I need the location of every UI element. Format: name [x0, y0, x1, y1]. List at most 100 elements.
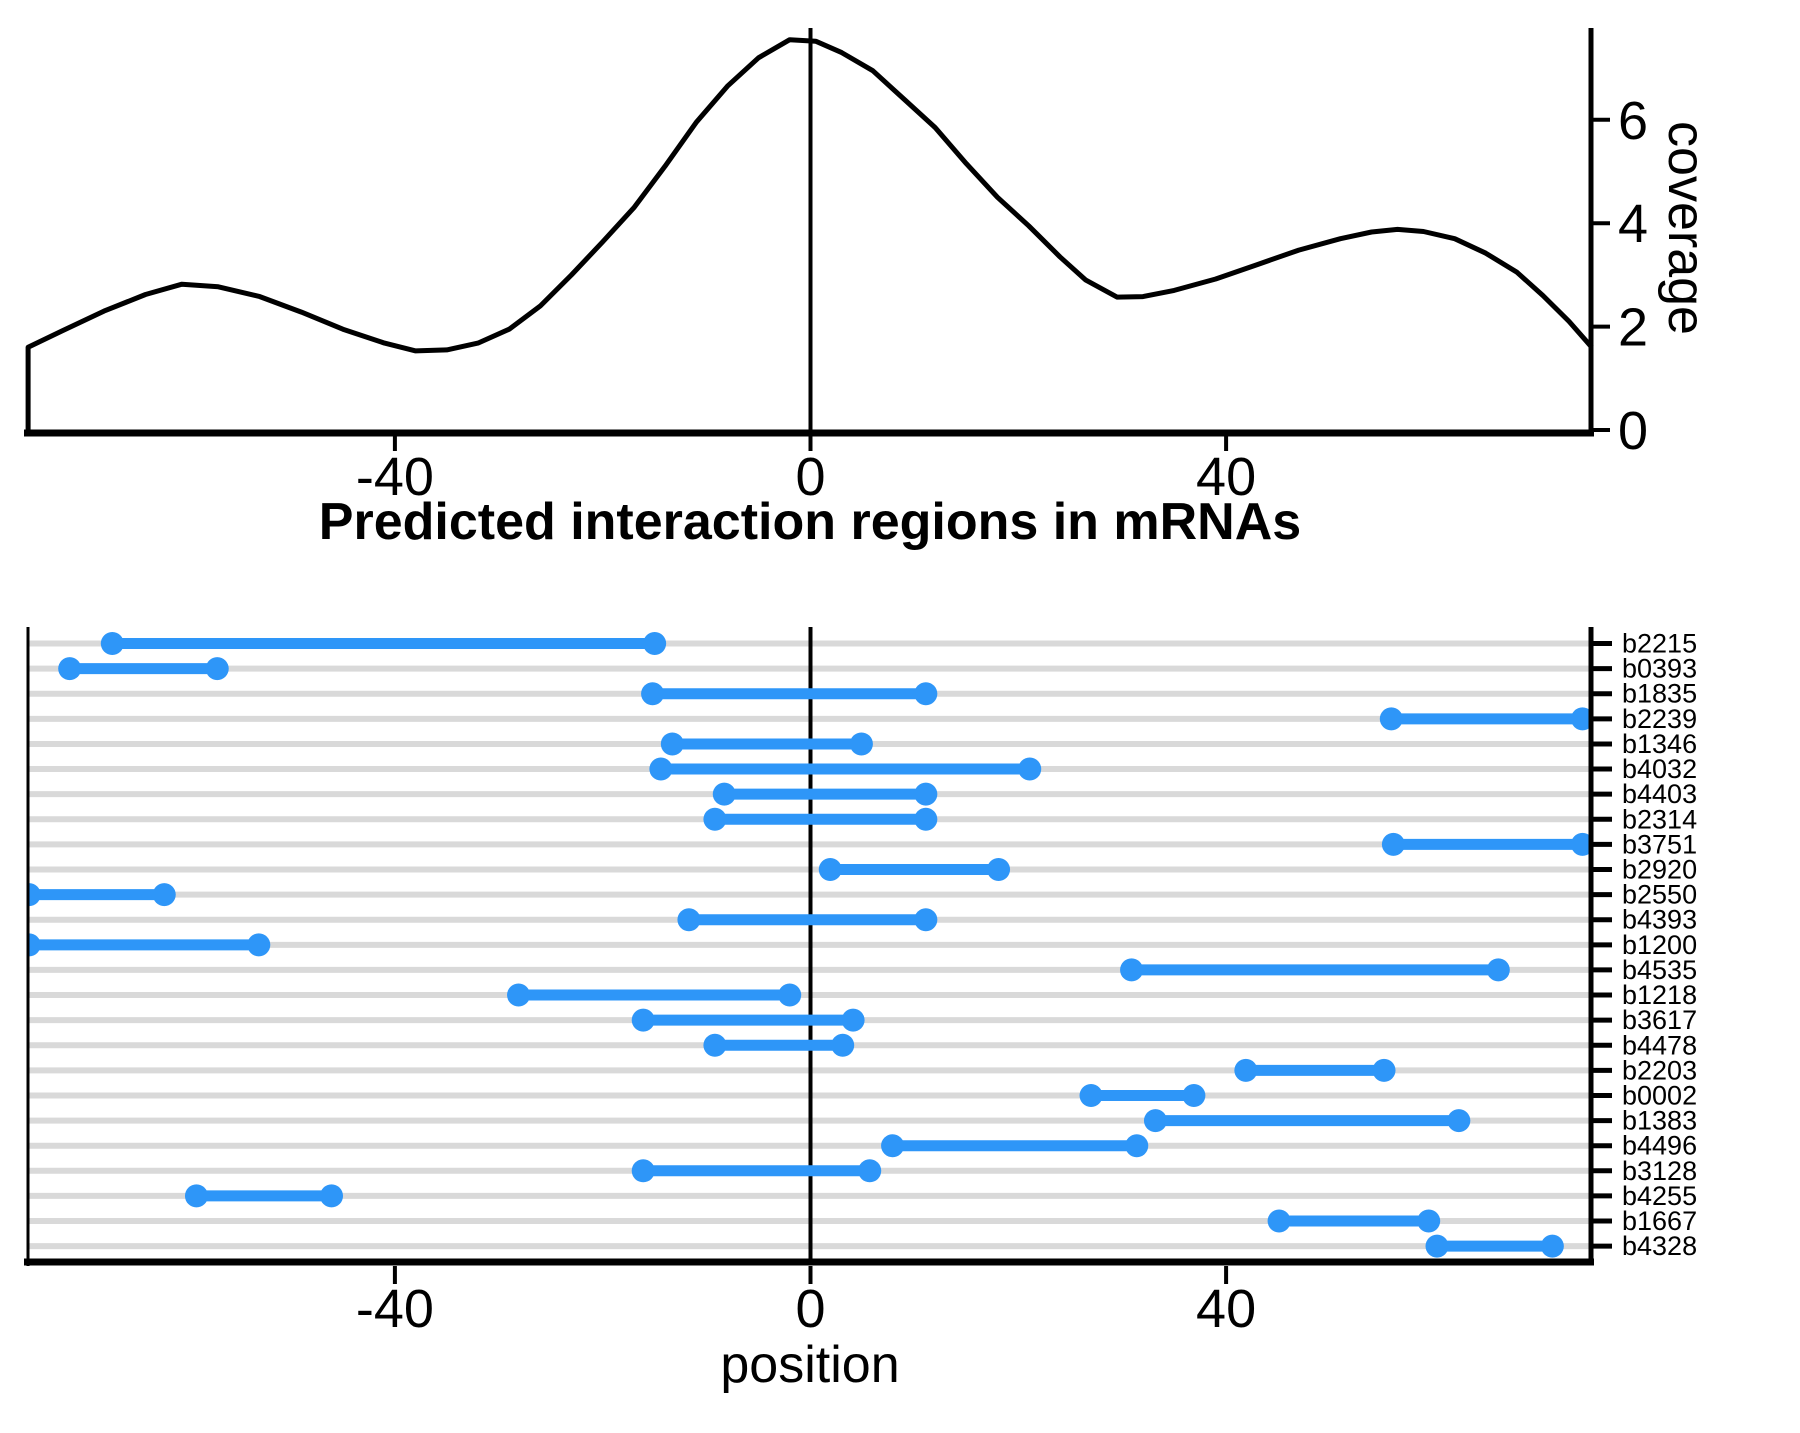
- segment-end-dot: [914, 782, 938, 806]
- bottom-x-tick-label: -40: [356, 1279, 434, 1339]
- top-x-tick-label: 0: [795, 447, 825, 507]
- segment-start-dot: [660, 732, 684, 756]
- segment-end-dot: [1372, 1058, 1396, 1082]
- gene-label: b3128: [1622, 1156, 1697, 1186]
- segment-end-dot: [247, 933, 271, 957]
- segment-start-dot: [881, 1134, 905, 1158]
- gene-label: b2239: [1622, 704, 1697, 734]
- segment-start-dot: [631, 1159, 655, 1183]
- gene-label: b1346: [1622, 729, 1697, 759]
- gene-label: b3751: [1622, 829, 1697, 859]
- coverage-tick-label: 2: [1618, 298, 1648, 358]
- segment-end-dot: [1417, 1209, 1441, 1233]
- segment-start-dot: [712, 782, 736, 806]
- y-axis-label-coverage: coverage: [1657, 121, 1715, 335]
- segment-b1346: [660, 732, 873, 756]
- segment-b2215: [100, 632, 667, 655]
- segment-start-dot: [1120, 958, 1144, 982]
- segment-b0002: [1079, 1083, 1206, 1107]
- segment-b2314: [703, 807, 938, 831]
- segment-b2203: [1234, 1058, 1396, 1082]
- segment-b3128: [631, 1159, 882, 1183]
- coverage-tick-label: 0: [1618, 401, 1648, 461]
- segment-b4403: [712, 782, 938, 806]
- segment-end-dot: [1447, 1109, 1471, 1133]
- gene-label: b4403: [1622, 779, 1697, 809]
- segment-start-dot: [1267, 1209, 1291, 1233]
- segment-start-dot: [1079, 1083, 1103, 1107]
- gene-label: b1383: [1622, 1106, 1697, 1136]
- segment-start-dot: [677, 908, 701, 932]
- segment-end-dot: [831, 1033, 855, 1057]
- coverage-density-curve: [25, 37, 1594, 430]
- gene-label: b2203: [1622, 1055, 1697, 1085]
- gene-label: b1218: [1622, 980, 1697, 1010]
- gene-label: b4393: [1622, 905, 1697, 935]
- gene-label: b3617: [1622, 1005, 1697, 1035]
- segment-end-dot: [320, 1184, 344, 1208]
- gene-label: b1667: [1622, 1206, 1697, 1236]
- segment-start-dot: [1381, 832, 1405, 856]
- segment-end-dot: [849, 732, 873, 756]
- segment-start-dot: [641, 682, 665, 706]
- segment-b1667: [1267, 1209, 1441, 1233]
- gene-label: b2215: [1622, 629, 1697, 659]
- chart-title: Predicted interaction regions in mRNAs: [318, 493, 1302, 551]
- coverage-tick-label: 6: [1618, 91, 1648, 151]
- segment-end-dot: [841, 1008, 865, 1032]
- gene-label: b4478: [1622, 1030, 1697, 1060]
- segment-end-dot: [914, 807, 938, 831]
- gene-label: b4328: [1622, 1231, 1697, 1261]
- segment-start-dot: [100, 632, 124, 655]
- gene-label: b2920: [1622, 854, 1697, 884]
- segment-start-dot: [507, 983, 531, 1007]
- segment-b2239: [1379, 707, 1591, 731]
- gene-label: b0002: [1622, 1080, 1697, 1110]
- segment-end-dot: [1486, 958, 1510, 982]
- gene-label: b0393: [1622, 654, 1697, 684]
- segment-end-dot: [987, 857, 1011, 881]
- segment-start-dot: [1425, 1234, 1449, 1258]
- segment-start-dot: [649, 757, 673, 781]
- segment-start-dot: [1379, 707, 1403, 731]
- gene-label: b2550: [1622, 880, 1697, 910]
- segment-end-dot: [858, 1159, 882, 1183]
- segment-start-dot: [28, 933, 41, 957]
- coverage-tick-label: 4: [1618, 194, 1648, 254]
- segment-b4255: [184, 1184, 344, 1208]
- x-axis-label: position: [720, 1336, 900, 1394]
- segment-end-dot: [205, 657, 229, 681]
- segment-end-dot: [914, 682, 938, 706]
- segment-end-dot: [1018, 757, 1042, 781]
- segment-end-dot: [1540, 1234, 1564, 1258]
- segment-start-dot: [818, 857, 842, 881]
- gene-label: b4496: [1622, 1131, 1697, 1161]
- segment-end-dot: [778, 983, 802, 1007]
- gene-label: b4535: [1622, 955, 1697, 985]
- bottom-x-tick-label: 40: [1196, 1279, 1256, 1339]
- segment-end-dot: [643, 632, 667, 655]
- bottom-x-tick-label: 0: [795, 1279, 825, 1339]
- segment-b4535: [1120, 958, 1510, 982]
- gene-label: b1200: [1622, 930, 1697, 960]
- segment-start-dot: [703, 807, 727, 831]
- segment-b4478: [703, 1033, 855, 1057]
- gene-label: b4255: [1622, 1181, 1697, 1211]
- segment-b2920: [818, 857, 1011, 881]
- segment-end-dot: [914, 908, 938, 932]
- segment-b2550: [28, 883, 176, 907]
- segment-end-dot: [1570, 707, 1591, 731]
- gene-label: b2314: [1622, 804, 1697, 834]
- segment-end-dot: [1182, 1083, 1206, 1107]
- segment-b1383: [1143, 1109, 1471, 1133]
- segment-b4496: [881, 1134, 1149, 1158]
- segment-b1218: [507, 983, 802, 1007]
- segment-end-dot: [152, 883, 176, 907]
- top-x-tick-label: 40: [1196, 447, 1256, 507]
- gene-label: b4032: [1622, 754, 1697, 784]
- segment-start-dot: [1234, 1058, 1258, 1082]
- segment-b0393: [58, 657, 229, 681]
- interaction-segments: [28, 632, 1591, 1258]
- segment-end-dot: [1570, 832, 1591, 856]
- segment-start-dot: [184, 1184, 208, 1208]
